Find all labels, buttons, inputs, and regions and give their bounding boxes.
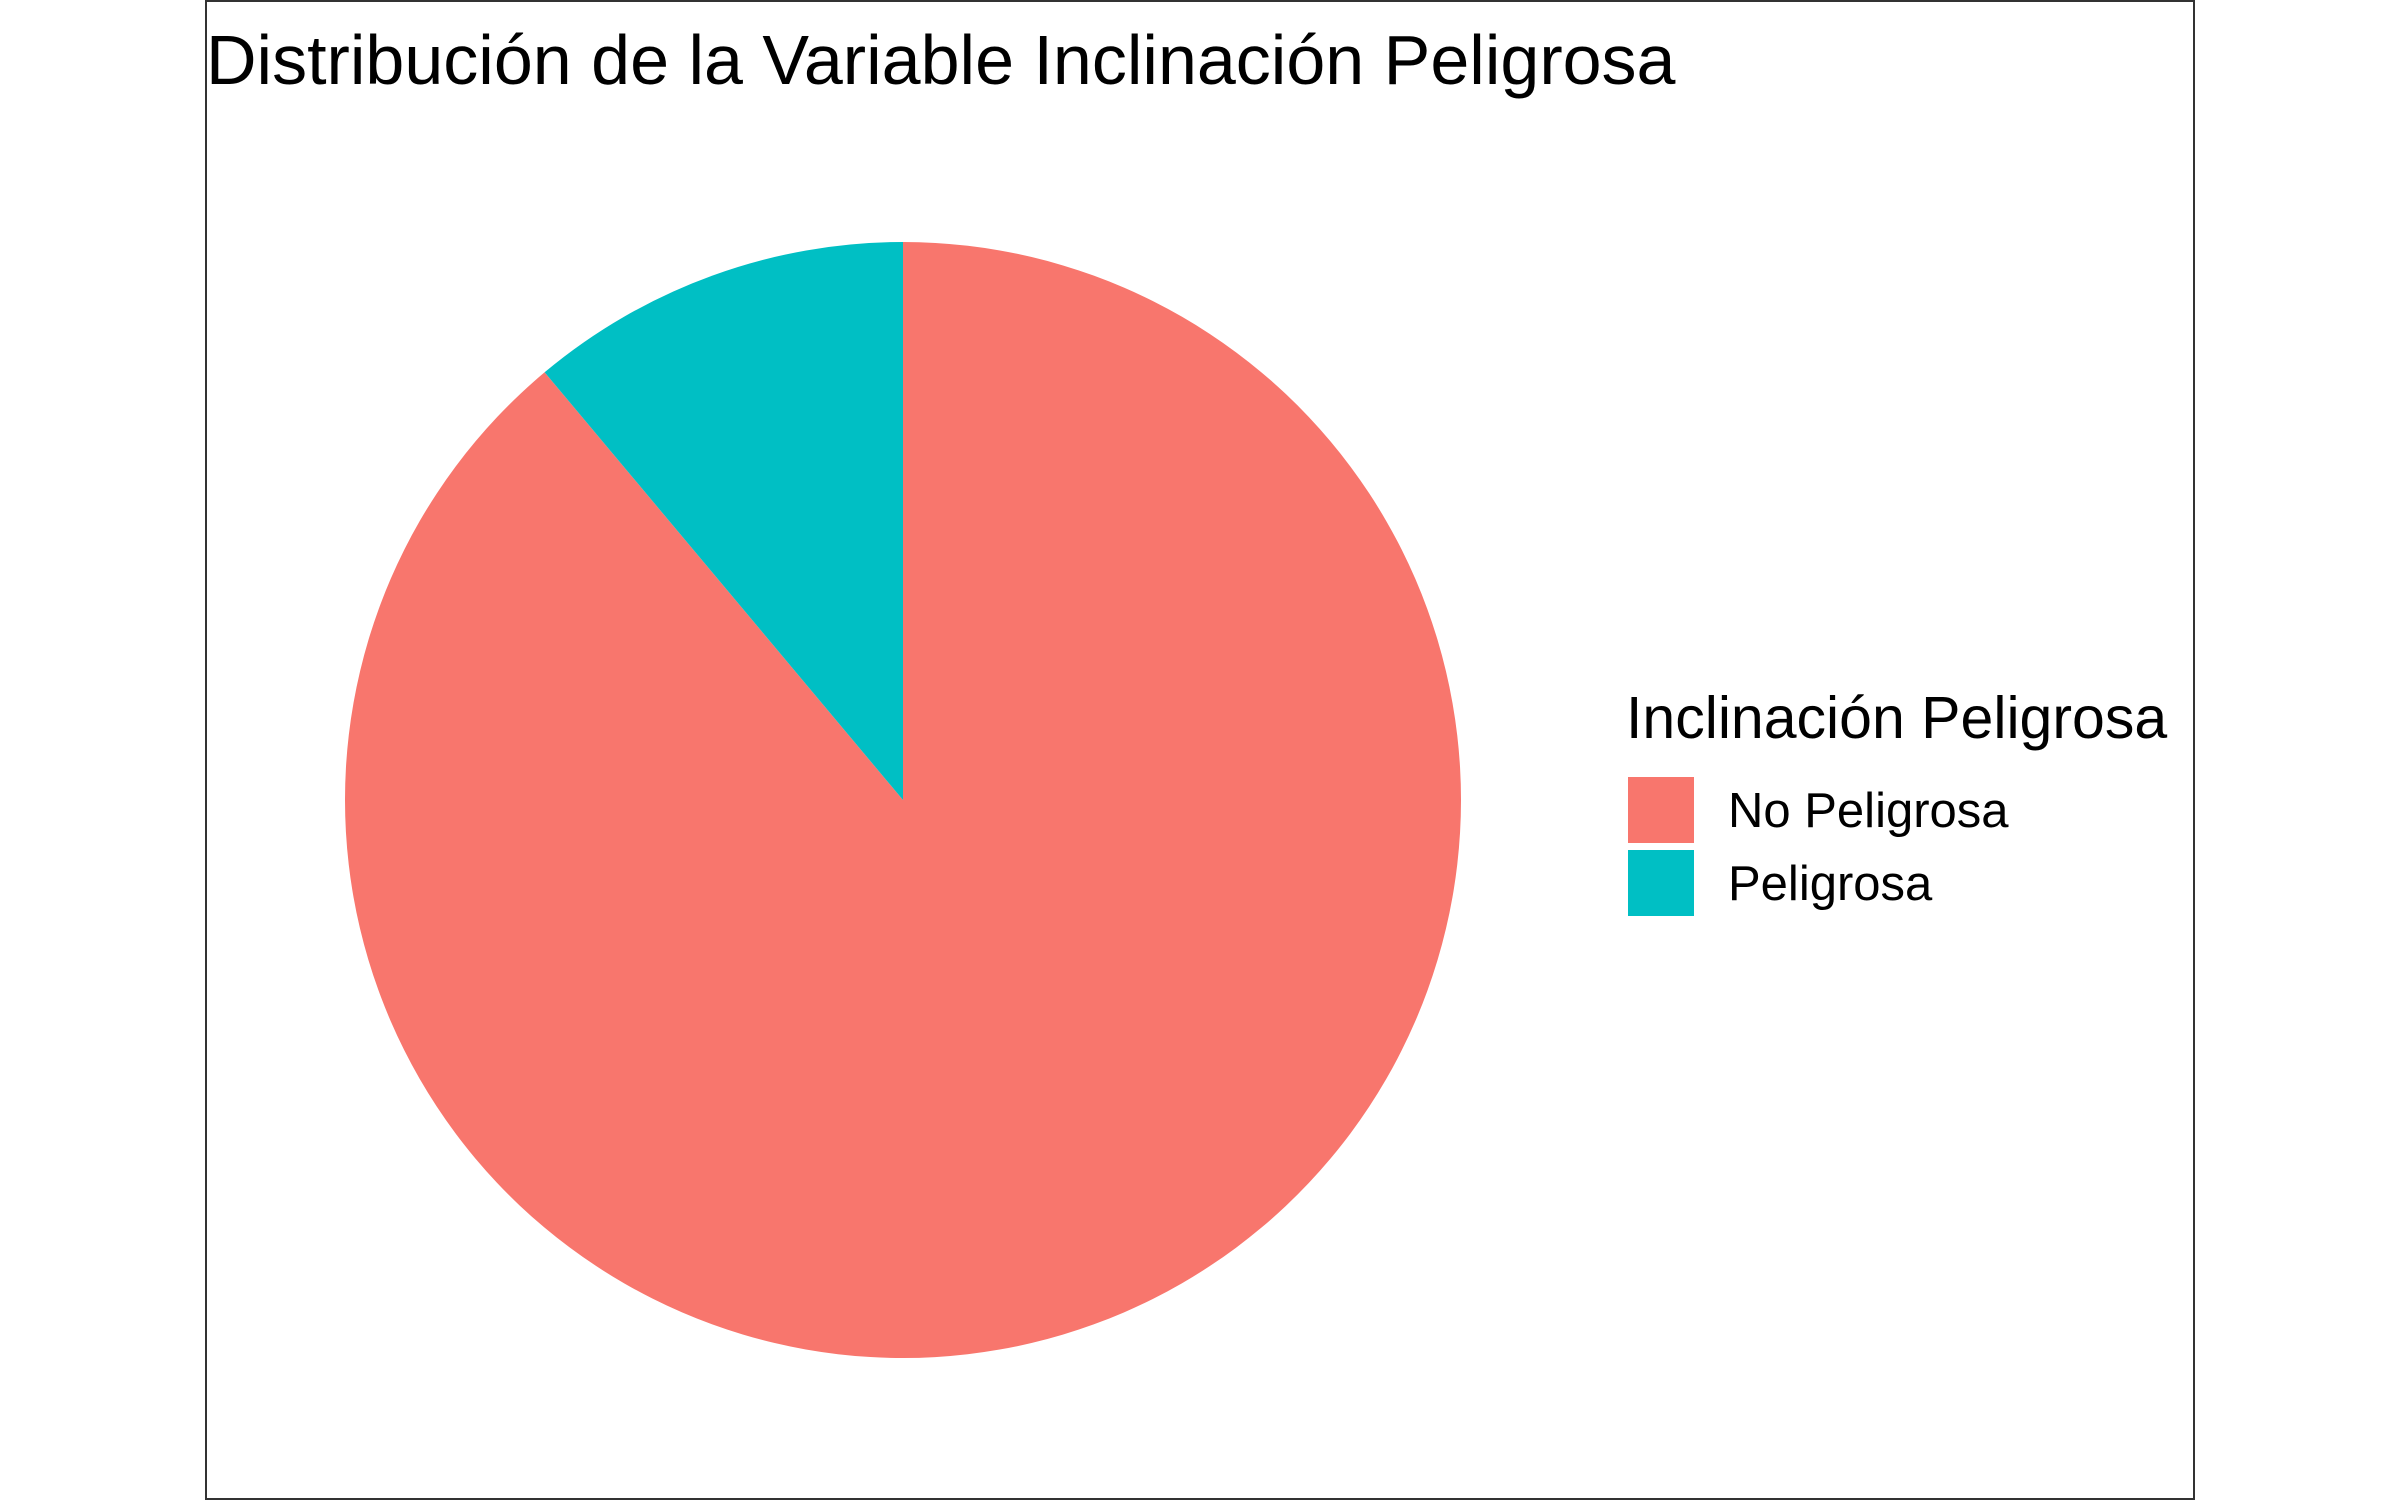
legend-label-peligrosa: Peligrosa	[1728, 857, 1933, 911]
legend-items: No Peligrosa Peligrosa	[1628, 777, 2009, 916]
legend-title: Inclinación Peligrosa	[1626, 685, 2167, 751]
legend-key-no-peligrosa	[1628, 777, 1694, 843]
pie-slice-peligrosa	[544, 242, 903, 800]
legend-label-no-peligrosa: No Peligrosa	[1728, 784, 2009, 838]
chart-title: Distribución de la Variable Inclinación …	[206, 21, 1676, 99]
legend-key-peligrosa	[1628, 850, 1694, 916]
pie-slices	[344, 242, 1462, 1358]
legend: Inclinación Peligrosa No Peligrosa Peligr…	[1626, 685, 2167, 916]
plot-frame	[205, 0, 2195, 1500]
